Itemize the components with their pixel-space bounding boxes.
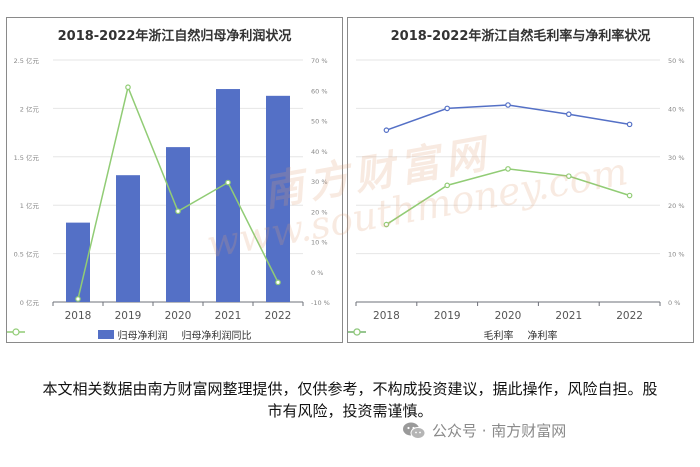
y2-tick-label: 0 % [668,299,680,307]
y2-tick-label: 50 % [311,118,328,126]
y2-tick-label: 20 % [311,208,328,216]
chart-panel-net-profit: 0 亿元 0.5 亿元 1 亿元 1.5 亿元 2 亿元 2.5 亿元 -10 % 0 % 10… [6,17,343,343]
y2-tick-label: 20 % [668,202,685,210]
legend-item-gross-margin[interactable]: 毛利率 [348,327,514,342]
data-point [505,166,511,172]
bar [116,175,140,302]
data-point [125,84,131,91]
legend-bar-swatch [97,330,114,339]
legend-label: 毛利率 [483,331,514,342]
y2-tick-label: 60 % [311,87,328,95]
legend-item-net-margin[interactable]: 净利率 [348,327,558,342]
footer-label: 公众号 · 南方财富网 [432,422,567,440]
legend-line-swatch [7,328,25,336]
y-tick-label: 1.5 亿元 [14,153,40,162]
bar [216,89,240,302]
legend-item-line[interactable]: 归母净利润同比 [7,327,252,342]
data-point [383,221,390,228]
legend-line-swatch [348,328,366,336]
y2-tick-label: 30 % [311,178,328,186]
x-tick-label: 2019 [115,310,142,322]
data-point [566,173,572,179]
y-tick-label: 2.5 亿元 [14,56,40,65]
data-point [566,111,572,118]
data-point [626,192,633,199]
y2-tick-label: -10 % [311,299,330,307]
margin-chart: 0 % 10 % 20 % 30 % 40 % 50 % 2018 2019 2020 2021 2… [355,57,685,322]
x-tick-label: 2020 [495,310,522,322]
x-tick-label: 2020 [165,310,192,322]
data-point [275,279,281,286]
wechat-icon [403,422,426,439]
y-tick-label: 0.5 亿元 [14,250,40,259]
y-tick-label: 0 亿元 [20,298,40,307]
legend-item-bar[interactable]: 归母净利润 [97,327,168,342]
data-point [225,179,231,186]
data-point [75,296,81,302]
chart-panel-margins: 0 % 10 % 20 % 30 % 40 % 50 % 2018 2019 2020 2021 2… [347,17,694,343]
y2-tick-label: 70 % [311,57,328,65]
x-tick-label: 2022 [265,310,292,322]
y-tick-label: 1 亿元 [20,201,40,210]
y2-tick-label: 10 % [668,251,685,259]
legend-label: 归母净利润 [117,331,168,342]
series-line [385,168,630,226]
x-tick-label: 2019 [434,310,461,322]
y2-tick-label: 40 % [311,148,328,156]
y2-tick-label: 40 % [668,105,685,113]
y2-tick-label: 0 % [311,269,323,277]
disclaimer-text: 本文相关数据由南方财富网整理提供，仅供参考，不构成投资建议，据此操作，风险自担。… [42,380,658,420]
chart-legend: 毛利率 净利率 [348,327,693,342]
footer: 公众号 · 南方财富网 [402,420,566,441]
legend-label: 净利率 [527,331,558,342]
y2-tick-label: 10 % [311,239,328,247]
x-tick-label: 2021 [215,310,242,322]
x-tick-label: 2021 [555,310,582,322]
y2-tick-label: 50 % [668,57,685,65]
x-tick-label: 2018 [65,310,92,322]
data-point [175,208,181,215]
data-point [444,105,451,112]
x-tick-label: 2018 [373,310,400,322]
chart-title: 2018-2022年浙江自然毛利率与净利率状况 [390,29,651,44]
y-tick-label: 2 亿元 [20,104,40,113]
data-point [626,121,633,128]
chart-legend: 归母净利润 归母净利润同比 [7,327,342,342]
chart-title: 2018-2022年浙江自然归母净利润状况 [57,29,292,44]
data-point [383,127,390,133]
legend-label: 归母净利润同比 [181,331,252,342]
data-point [505,102,511,108]
x-tick-label: 2022 [616,310,643,322]
net-profit-chart: 0 亿元 0.5 亿元 1 亿元 1.5 亿元 2 亿元 2.5 亿元 -10 % 0 % 10… [14,56,330,322]
bar [166,147,190,302]
data-point [444,182,451,189]
bar [266,95,290,302]
y2-tick-label: 30 % [668,154,685,162]
